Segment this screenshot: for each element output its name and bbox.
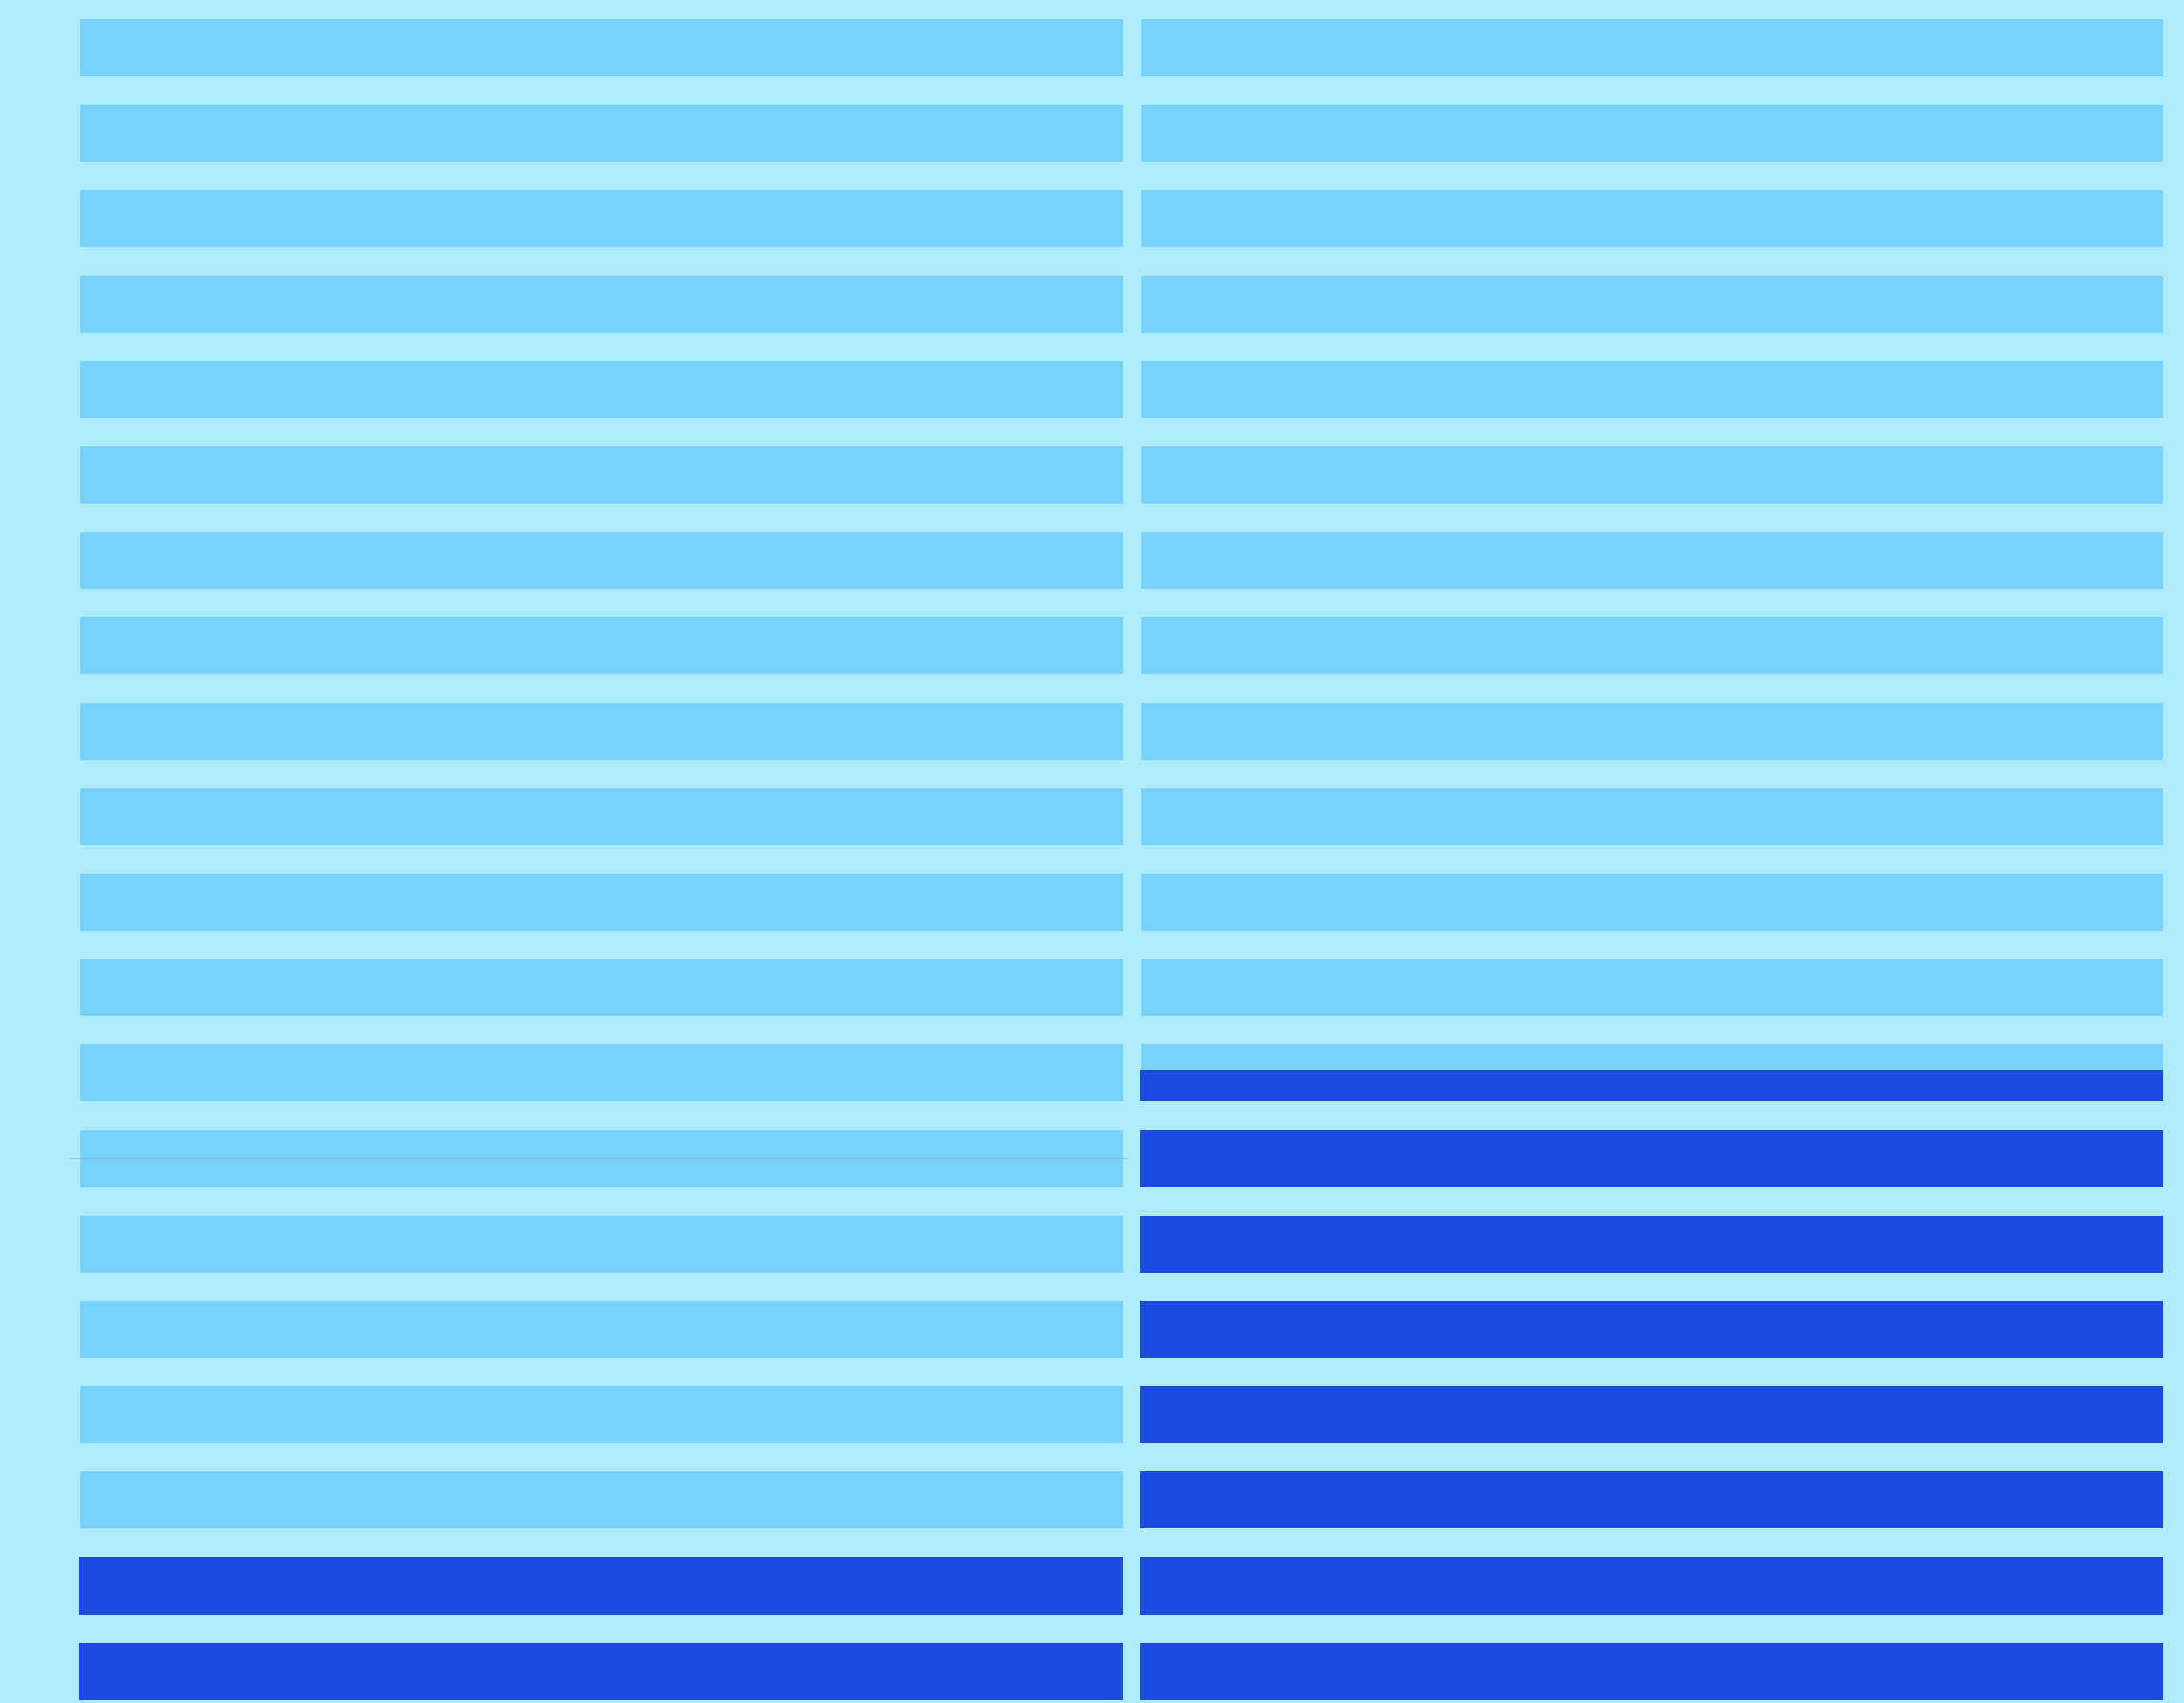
segment-track bbox=[80, 1386, 1123, 1444]
level-segment bbox=[1141, 617, 2163, 675]
segment-track bbox=[1141, 105, 2163, 162]
segment-track bbox=[80, 275, 1123, 333]
segment-track bbox=[1141, 360, 2163, 418]
segment-fill bbox=[1140, 1471, 2163, 1529]
segment-track bbox=[80, 1471, 1123, 1529]
segment-track bbox=[1141, 874, 2163, 931]
level-segment bbox=[1140, 1129, 2163, 1187]
segment-fill bbox=[79, 1557, 1123, 1615]
level-segment bbox=[80, 446, 1123, 504]
segment-track bbox=[80, 1215, 1123, 1273]
level-segment bbox=[80, 275, 1123, 333]
segment-track bbox=[80, 1301, 1123, 1358]
level-segment bbox=[1141, 105, 2163, 162]
segment-track bbox=[1141, 788, 2163, 845]
level-segment bbox=[80, 788, 1123, 845]
level-segment bbox=[1141, 788, 2163, 845]
segment-track bbox=[80, 360, 1123, 418]
level-segment bbox=[79, 1642, 1123, 1700]
level-segment bbox=[80, 190, 1123, 248]
segment-track bbox=[80, 788, 1123, 845]
level-segment bbox=[80, 959, 1123, 1017]
level-segment bbox=[80, 617, 1123, 675]
level-segment bbox=[1141, 360, 2163, 418]
level-segment bbox=[1141, 275, 2163, 333]
segment-track bbox=[80, 532, 1123, 590]
level-segment bbox=[1141, 702, 2163, 760]
segment-fill bbox=[1140, 1301, 2163, 1358]
segment-fill bbox=[1140, 1557, 2163, 1615]
level-segment bbox=[80, 360, 1123, 418]
segment-track bbox=[80, 874, 1123, 931]
segment-track bbox=[1141, 617, 2163, 675]
segment-fill bbox=[79, 1642, 1123, 1700]
segment-track bbox=[80, 19, 1123, 76]
level-segment bbox=[1140, 1301, 2163, 1358]
level-segment bbox=[80, 105, 1123, 162]
level-segment bbox=[80, 874, 1123, 931]
segment-track bbox=[80, 959, 1123, 1017]
segment-track bbox=[80, 1044, 1123, 1102]
level-segment bbox=[1141, 19, 2163, 76]
level-segment bbox=[80, 532, 1123, 590]
level-segment bbox=[1140, 1386, 2163, 1444]
segment-track bbox=[1141, 190, 2163, 248]
level-segment bbox=[1141, 874, 2163, 931]
level-segment bbox=[1141, 446, 2163, 504]
segment-fill bbox=[1140, 1070, 2163, 1102]
level-segment bbox=[1141, 532, 2163, 590]
level-segment bbox=[80, 1471, 1123, 1529]
level-segment bbox=[80, 1386, 1123, 1444]
segment-track bbox=[1141, 19, 2163, 76]
segment-fill bbox=[1140, 1642, 2163, 1700]
segment-track bbox=[1141, 702, 2163, 760]
segment-track bbox=[1141, 959, 2163, 1017]
segment-track bbox=[80, 702, 1123, 760]
level-segment bbox=[1140, 1044, 2163, 1102]
level-segment bbox=[1140, 1557, 2163, 1615]
segment-track bbox=[80, 446, 1123, 504]
level-segment bbox=[80, 702, 1123, 760]
level-segment bbox=[1140, 1215, 2163, 1273]
level-segment bbox=[80, 19, 1123, 76]
level-segment bbox=[1141, 959, 2163, 1017]
segment-track bbox=[1141, 532, 2163, 590]
segment-track bbox=[1141, 275, 2163, 333]
segment-fill bbox=[1140, 1215, 2163, 1273]
level-segment bbox=[1140, 1642, 2163, 1700]
segment-track bbox=[80, 617, 1123, 675]
segment-fill bbox=[1140, 1386, 2163, 1444]
level-segment bbox=[80, 1301, 1123, 1358]
segment-fill bbox=[1140, 1129, 2163, 1187]
threshold-line bbox=[69, 1158, 1128, 1159]
segment-track bbox=[80, 190, 1123, 248]
level-segment bbox=[1141, 190, 2163, 248]
segment-track bbox=[1141, 446, 2163, 504]
level-segment bbox=[1140, 1471, 2163, 1529]
level-segment bbox=[79, 1557, 1123, 1615]
segment-track bbox=[80, 105, 1123, 162]
level-segment bbox=[80, 1215, 1123, 1273]
level-segment bbox=[80, 1044, 1123, 1102]
right-level-column bbox=[1140, 0, 2163, 1703]
left-level-column bbox=[79, 0, 1123, 1703]
